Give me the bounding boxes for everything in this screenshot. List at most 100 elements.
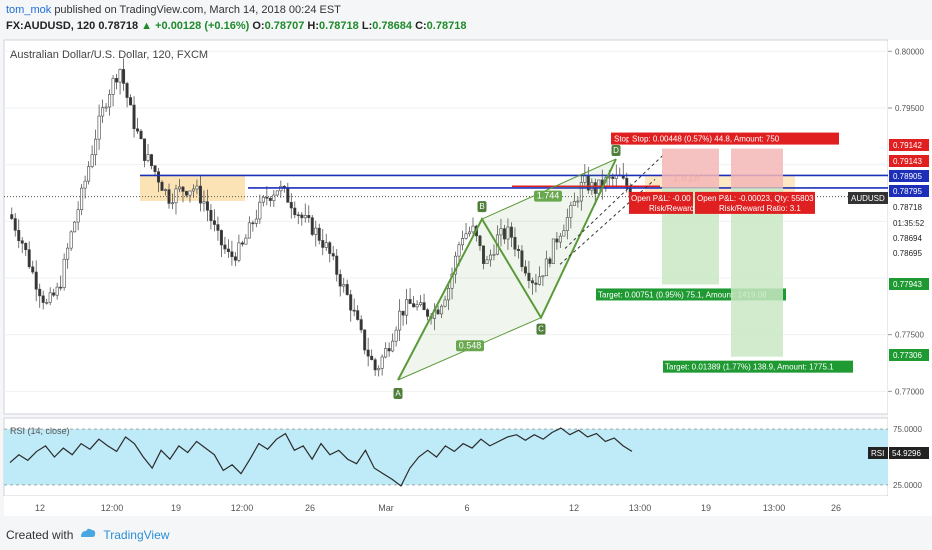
candle xyxy=(76,201,80,231)
x-tick-label: 26 xyxy=(831,503,841,513)
candle xyxy=(136,117,140,134)
candle xyxy=(101,99,105,123)
pnl-text: Open P&L: -0.00023, Qty: 55803 xyxy=(697,194,814,203)
candle xyxy=(219,229,223,258)
x-tick-label: 6 xyxy=(464,503,469,513)
ohlc-line: FX:AUDUSD, 120 0.78718 ▲ +0.00128 (+0.16… xyxy=(6,20,466,32)
stop-text: Stop: 0.00448 (0.57%) 44.8, Amount: 750 xyxy=(632,135,780,144)
candle xyxy=(509,222,513,248)
candle xyxy=(94,129,98,166)
x-tick-label: 12:00 xyxy=(101,503,124,513)
candle xyxy=(499,218,503,247)
candle xyxy=(317,223,321,245)
candle xyxy=(108,89,112,116)
risk-reward-text: Risk/Reward xyxy=(649,204,694,213)
candle xyxy=(24,242,28,256)
price-label: 0.79143 xyxy=(893,157,922,166)
candle xyxy=(296,211,300,225)
candle xyxy=(300,212,304,226)
price-label-badge xyxy=(889,170,929,182)
candle xyxy=(230,240,234,266)
close-label: C: xyxy=(415,20,427,32)
symbol-tag-badge xyxy=(848,192,888,204)
candle xyxy=(349,289,353,322)
candle xyxy=(48,287,52,306)
candle xyxy=(579,175,583,211)
candle xyxy=(52,288,56,298)
harmonic-point-label: A xyxy=(395,389,401,398)
candle xyxy=(464,222,468,240)
candle xyxy=(373,357,377,376)
candle xyxy=(481,245,485,270)
created-with-label: Created with xyxy=(6,527,74,542)
price-label: 0.77943 xyxy=(893,280,922,289)
open-value: 0.78707 xyxy=(264,20,305,32)
time-axis[interactable] xyxy=(4,496,932,516)
candle xyxy=(363,329,367,355)
short-position-tool[interactable]: Stop: 0.00448 (0.57%) 44.8, Amount: 750 O… xyxy=(629,132,853,373)
candle xyxy=(27,241,31,269)
candle xyxy=(541,275,545,287)
author-link[interactable]: tom_mok xyxy=(6,4,52,16)
x-tick-label: 13:00 xyxy=(763,503,786,513)
price-label-badge xyxy=(889,185,929,197)
footer: Created with TradingView xyxy=(6,527,169,542)
candle xyxy=(370,349,374,361)
candle xyxy=(31,260,35,275)
price-label: 0.78718 xyxy=(893,203,922,212)
tradingview-brand[interactable]: TradingView xyxy=(103,527,170,542)
candle xyxy=(34,260,38,302)
candle xyxy=(338,269,342,297)
candle xyxy=(384,342,388,359)
candle xyxy=(223,236,227,254)
candle xyxy=(10,207,14,221)
candle xyxy=(527,260,531,289)
candle xyxy=(447,284,451,311)
candle xyxy=(268,196,272,207)
low-value: 0.78684 xyxy=(372,20,412,32)
candle xyxy=(492,244,496,261)
candle xyxy=(394,326,398,347)
symbol-tag: AUDUSD xyxy=(851,194,885,203)
harmonic-point-label: D xyxy=(613,146,619,155)
close-value: 0.78718 xyxy=(426,20,467,32)
candle xyxy=(530,277,534,295)
candle xyxy=(331,245,335,261)
candle xyxy=(468,226,472,237)
rsi-tag-badge xyxy=(868,447,888,459)
candle xyxy=(572,192,576,206)
pnl-text: Open P&L: -0.00 xyxy=(631,194,691,203)
candle xyxy=(132,96,136,138)
candle xyxy=(41,290,45,310)
candle xyxy=(265,186,269,206)
price-label: 0.78795 xyxy=(893,187,922,196)
x-tick-label: 19 xyxy=(701,503,711,513)
candle xyxy=(440,304,444,319)
candle xyxy=(233,252,237,267)
candle xyxy=(59,275,63,291)
stop-zone xyxy=(731,148,783,188)
price-axis[interactable] xyxy=(888,40,932,496)
rsi-value: 54.9296 xyxy=(892,449,921,458)
candle xyxy=(387,342,391,357)
candle xyxy=(118,68,122,95)
candle xyxy=(461,230,465,251)
candle xyxy=(160,180,164,191)
harmonic-bd-line xyxy=(481,158,617,220)
candle xyxy=(272,190,276,207)
candle xyxy=(198,174,202,212)
candle xyxy=(356,305,360,321)
harmonic-point-badge xyxy=(611,145,621,156)
candle xyxy=(555,231,559,250)
price-label: 0.78905 xyxy=(893,172,922,181)
candle xyxy=(261,194,265,207)
candle xyxy=(20,237,24,253)
up-arrow-icon: ▲ xyxy=(141,20,153,32)
candle xyxy=(226,239,230,258)
candle xyxy=(408,288,412,304)
candle xyxy=(558,232,562,248)
candle xyxy=(478,235,482,251)
candle xyxy=(380,354,384,376)
candle xyxy=(401,310,405,326)
